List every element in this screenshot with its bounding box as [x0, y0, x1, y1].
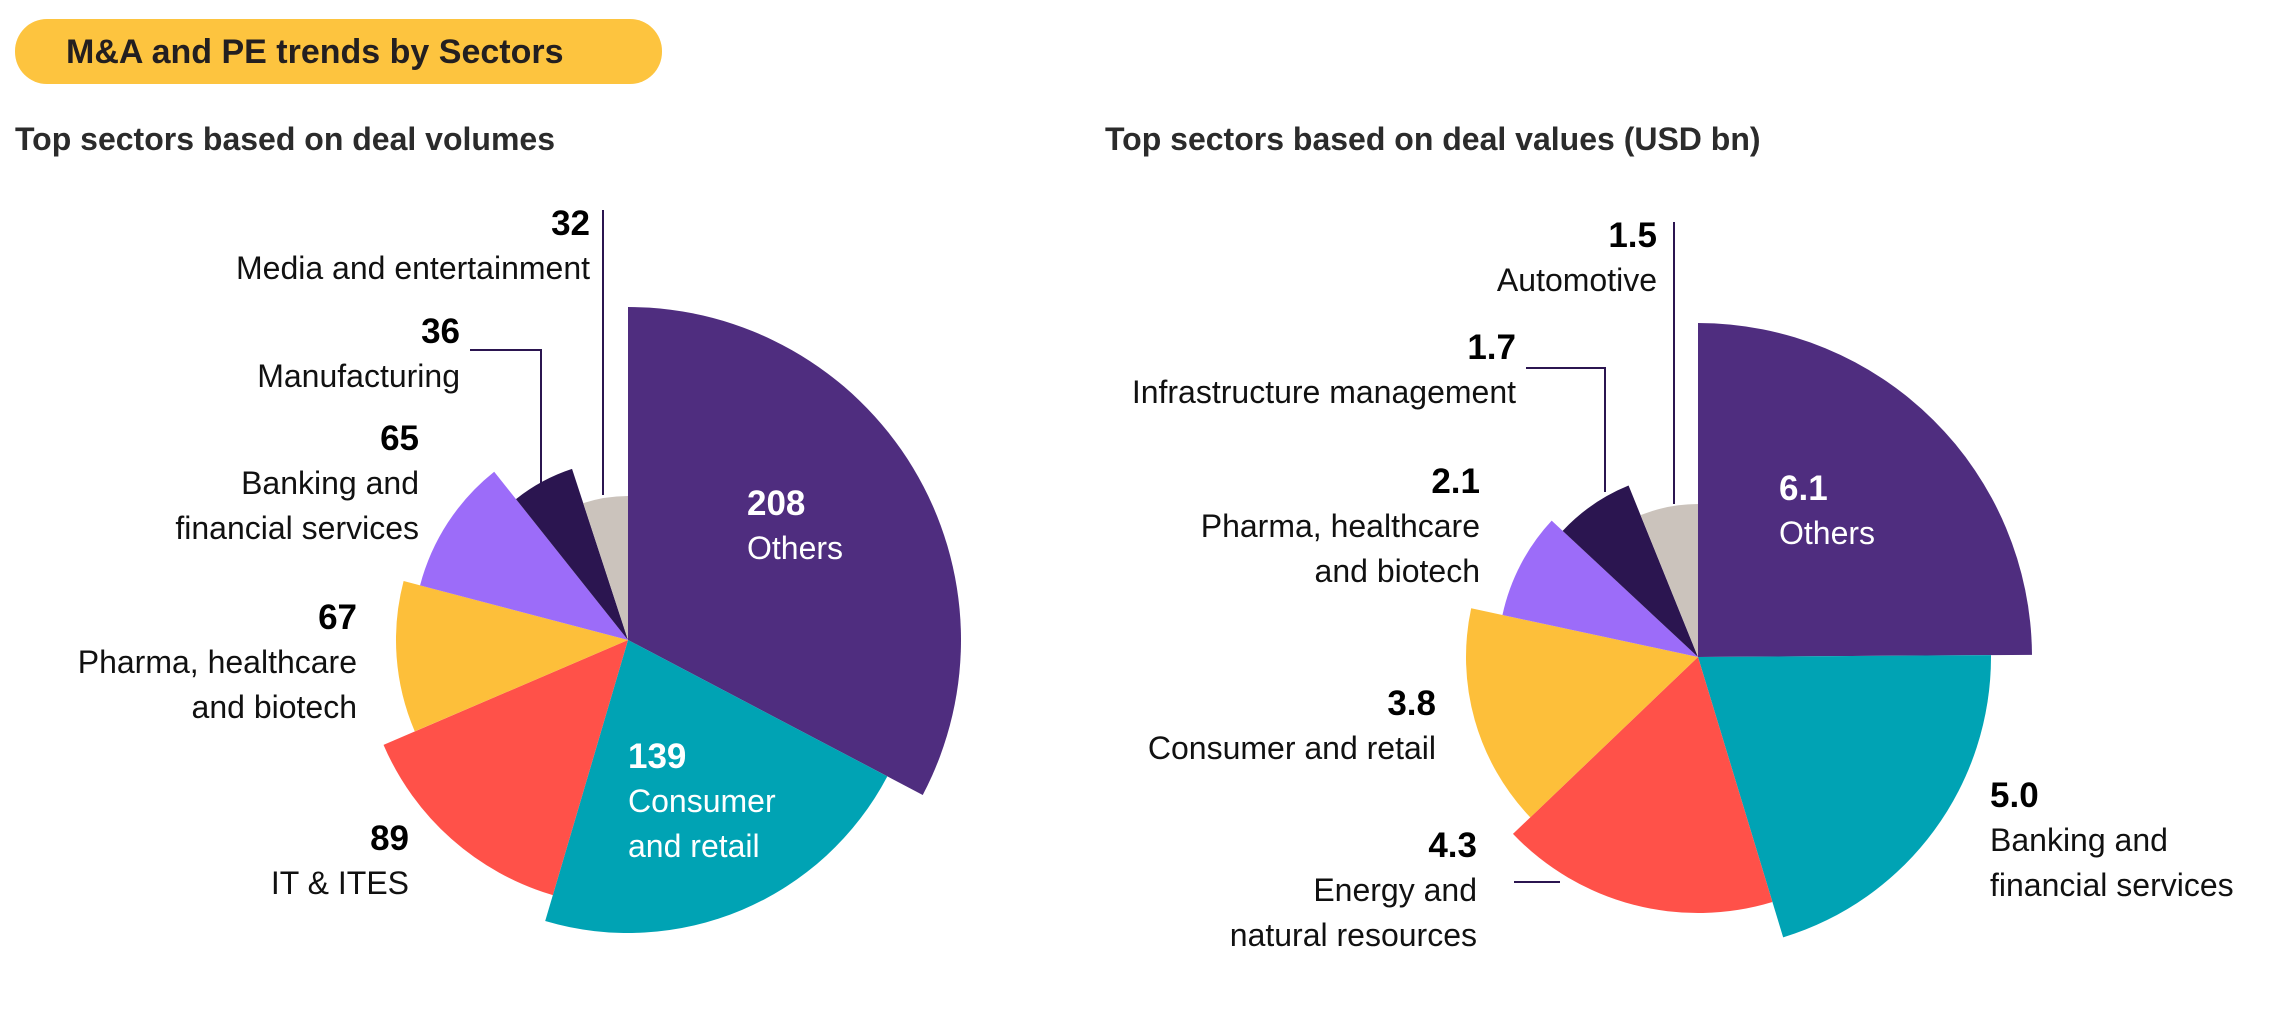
data-label-value: 2.1 — [1431, 462, 1480, 501]
data-label-value: 32 — [551, 204, 590, 243]
data-label-value: 4.3 — [1428, 826, 1477, 865]
pie-slice-others — [628, 307, 962, 795]
chart-title-volumes: Top sectors based on deal volumes — [15, 121, 555, 157]
pie-slice-others — [1698, 323, 2032, 657]
data-label-category: Others — [747, 530, 843, 566]
slice-label: 4.3 Energy and natural resources — [1230, 826, 1477, 953]
data-label-category: Media and entertainment — [236, 250, 590, 286]
pie-slice-pharma-healthcare-and-biotech — [395, 581, 628, 732]
data-label-category: Pharma, healthcare — [78, 644, 357, 680]
slice-label: 36 Manufacturing — [257, 312, 460, 394]
data-label-category: Manufacturing — [257, 358, 460, 394]
leader-line — [470, 349, 542, 487]
data-label-category: Automotive — [1497, 262, 1657, 298]
pie-slice-banking-and-financial-services — [420, 471, 628, 640]
leader-line — [1526, 367, 1606, 492]
data-label-category: and retail — [628, 828, 760, 864]
pie-slice-energy-and-natural-resources — [1512, 657, 1773, 913]
pie-slice-manufacturing — [515, 468, 628, 640]
data-label-category: Banking and — [241, 465, 419, 501]
data-label-value: 6.1 — [1779, 469, 1828, 508]
slice-label: 1.7 Infrastructure management — [1132, 328, 1516, 410]
slice-label: 139 Consumer and retail — [628, 737, 776, 864]
data-label-value: 1.7 — [1467, 328, 1516, 367]
data-label-value: 67 — [318, 598, 357, 637]
data-label-category: Consumer — [628, 783, 776, 819]
slice-label: 89 IT & ITES — [271, 819, 409, 901]
data-label-category: natural resources — [1230, 917, 1477, 953]
pie-slice-media-and-entertainment — [583, 496, 628, 640]
data-label-category: Consumer and retail — [1148, 730, 1436, 766]
pie-chart-values: 6.1 Others 5.0 Banking and financial service… — [1132, 216, 2234, 953]
pie-slice-infrastructure-management — [1562, 485, 1698, 657]
data-label-value: 36 — [421, 312, 460, 351]
data-label-category: Infrastructure management — [1132, 374, 1516, 410]
pie-slice-consumer-and-retail — [1466, 608, 1698, 818]
slice-label: 32 Media and entertainment — [236, 204, 590, 286]
data-label-category: Banking and — [1990, 822, 2168, 858]
leader-lines — [1514, 222, 1675, 883]
data-label-value: 5.0 — [1990, 776, 2039, 815]
slice-label: 65 Banking and financial services — [175, 419, 419, 546]
data-label-value: 1.5 — [1608, 216, 1657, 255]
pie-slice-consumer-and-retail — [545, 640, 888, 933]
slice-label: 6.1 Others — [1779, 469, 1875, 551]
data-label-category: Energy and — [1313, 872, 1477, 908]
slice-label: 1.5 Automotive — [1497, 216, 1657, 298]
slice-label: 5.0 Banking and financial services — [1990, 776, 2234, 903]
slice-label: 3.8 Consumer and retail — [1148, 684, 1436, 766]
data-label-category: Pharma, healthcare — [1201, 508, 1480, 544]
data-label-category: financial services — [1990, 867, 2234, 903]
pie-slice-pharma-healthcare-and-biotech — [1502, 520, 1698, 657]
pie-slice-it-ites — [383, 640, 628, 896]
data-label-value: 208 — [747, 484, 805, 523]
pie-chart-volumes: 208 Others 139 Consumer and retail 89 IT & ITE… — [78, 204, 962, 933]
slice-label: 208 Others — [747, 484, 843, 566]
pie-slice-automotive — [1640, 504, 1698, 657]
data-label-category: financial services — [175, 510, 419, 546]
slice-label: 67 Pharma, healthcare and biotech — [78, 598, 357, 725]
slice-label: 2.1 Pharma, healthcare and biotech — [1201, 462, 1480, 589]
data-label-category: Others — [1779, 515, 1875, 551]
data-label-value: 139 — [628, 737, 686, 776]
data-label-category: IT & ITES — [271, 865, 409, 901]
data-label-category: and biotech — [192, 689, 357, 725]
data-label-value: 89 — [370, 819, 409, 858]
pie-slice-banking-and-financial-services — [1698, 655, 1991, 938]
chart-title-values: Top sectors based on deal values (USD bn… — [1105, 121, 1761, 157]
header-pill — [15, 19, 662, 84]
data-label-value: 3.8 — [1387, 684, 1436, 723]
data-label-value: 65 — [380, 419, 419, 458]
header-title: M&A and PE trends by Sectors — [66, 33, 564, 71]
leader-lines — [470, 210, 604, 495]
data-label-category: and biotech — [1315, 553, 1480, 589]
